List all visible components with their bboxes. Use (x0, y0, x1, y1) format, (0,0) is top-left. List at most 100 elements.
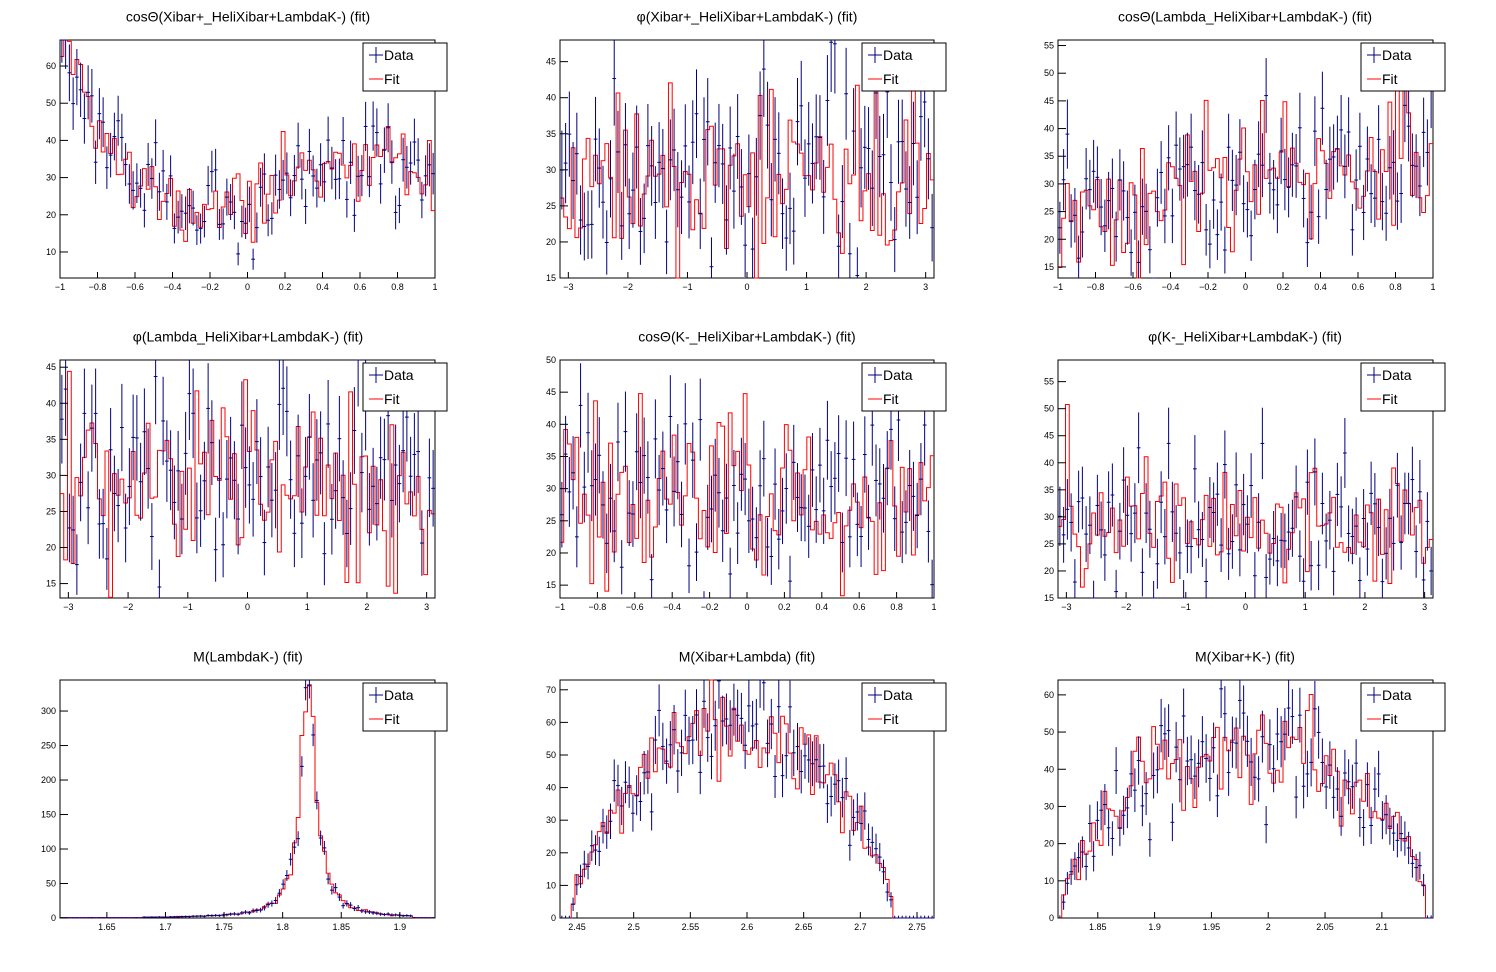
data-point (1065, 871, 1070, 895)
data-point (176, 200, 180, 234)
data-point (855, 793, 860, 831)
data-point (732, 449, 736, 522)
data-point (1103, 529, 1107, 581)
data-point (1099, 501, 1103, 559)
data-point (646, 441, 650, 514)
data-point (146, 916, 150, 918)
data-point (337, 893, 342, 901)
x-tick-label: 0.2 (1277, 282, 1290, 292)
data-point (877, 842, 882, 872)
panel-title: cosΘ(Xibar+_HeliXibar+LambdaK-) (fit) (126, 9, 370, 25)
x-tick-label: 3 (923, 282, 928, 292)
data-point (713, 122, 718, 203)
data-point (724, 185, 729, 255)
data-point (1061, 506, 1066, 563)
data-point (75, 534, 79, 595)
data-point (97, 917, 102, 919)
data-point (303, 680, 308, 701)
x-tick-label: −0.6 (126, 282, 144, 292)
data-point (281, 159, 285, 201)
data-point (93, 140, 98, 184)
legend: Data Fit (861, 42, 947, 92)
data-point (240, 381, 244, 470)
data-point (683, 689, 688, 742)
legend-data-label: Data (1382, 367, 1412, 383)
data-point (420, 181, 424, 219)
x-tick-label: 2 (364, 602, 369, 612)
data-point (330, 885, 334, 895)
data-point (1241, 685, 1246, 741)
legend-box (1360, 362, 1446, 412)
data-point (1275, 707, 1280, 761)
legend-fit-label: Fit (384, 711, 400, 727)
data-point (642, 417, 647, 494)
y-tick-label: 30 (1044, 801, 1054, 811)
data-point (131, 394, 135, 481)
x-tick-label: 0.8 (1389, 282, 1402, 292)
data-point (1215, 209, 1220, 260)
data-point (202, 915, 207, 918)
data-point (375, 108, 379, 157)
data-point (795, 463, 800, 532)
data-point (183, 915, 188, 918)
x-tick-label: 2.6 (741, 922, 754, 932)
data-point (833, 442, 837, 515)
x-tick-label: 0.6 (354, 282, 367, 292)
data-point (1313, 680, 1317, 737)
data-point (281, 879, 285, 889)
data-point (1133, 483, 1137, 544)
x-tick-label: 3 (1422, 602, 1427, 612)
data-point (352, 198, 357, 232)
data-point (1140, 548, 1145, 597)
data-point (1395, 823, 1400, 858)
data-point (288, 440, 293, 519)
data-point (1286, 680, 1291, 736)
data-point (791, 424, 796, 500)
x-tick-label: −0.4 (164, 282, 182, 292)
data-point (1106, 471, 1111, 534)
data-point (1084, 506, 1088, 563)
data-point (67, 493, 72, 563)
x-tick-label: 1.9 (1148, 922, 1161, 932)
legend-fit-label: Fit (384, 391, 400, 407)
data-point (75, 49, 79, 106)
data-point (679, 481, 684, 548)
data-point (612, 40, 617, 126)
data-point (836, 214, 841, 278)
data-point (896, 915, 901, 919)
data-point (431, 450, 435, 527)
y-tick-label: 35 (1044, 151, 1054, 161)
y-tick-label: 50 (546, 750, 556, 760)
data-point (567, 456, 572, 527)
data-point (1215, 462, 1220, 526)
data-point (672, 108, 676, 192)
data-point (657, 454, 661, 526)
data-point (131, 171, 135, 210)
x-tick-label: 0.8 (391, 282, 404, 292)
data-point (266, 901, 270, 908)
y-tick-label: 30 (46, 470, 56, 480)
data-point (627, 766, 632, 808)
data-point (401, 408, 405, 493)
data-point (735, 689, 740, 741)
data-point (758, 450, 762, 522)
y-tick-label: 30 (546, 165, 556, 175)
data-point (1399, 515, 1403, 570)
data-point (1245, 181, 1250, 238)
data-point (311, 723, 315, 747)
data-point (799, 474, 804, 542)
data-point (1189, 113, 1193, 181)
data-point (101, 917, 105, 919)
histogram-panel-9: M(Xibar+K-) (fit) 1.85 1.9 1.95 2 2.05 2.1 0 10 2… (1044, 649, 1446, 932)
data-point (292, 840, 297, 855)
data-point (810, 123, 815, 204)
data-point (1166, 125, 1171, 191)
data-point (206, 914, 210, 917)
data-point (90, 384, 94, 472)
data-point (311, 155, 315, 197)
data-point (653, 166, 658, 239)
legend-fit-label: Fit (883, 711, 899, 727)
data-point (345, 499, 349, 568)
legend-box (861, 362, 947, 412)
data-point (1110, 158, 1115, 219)
